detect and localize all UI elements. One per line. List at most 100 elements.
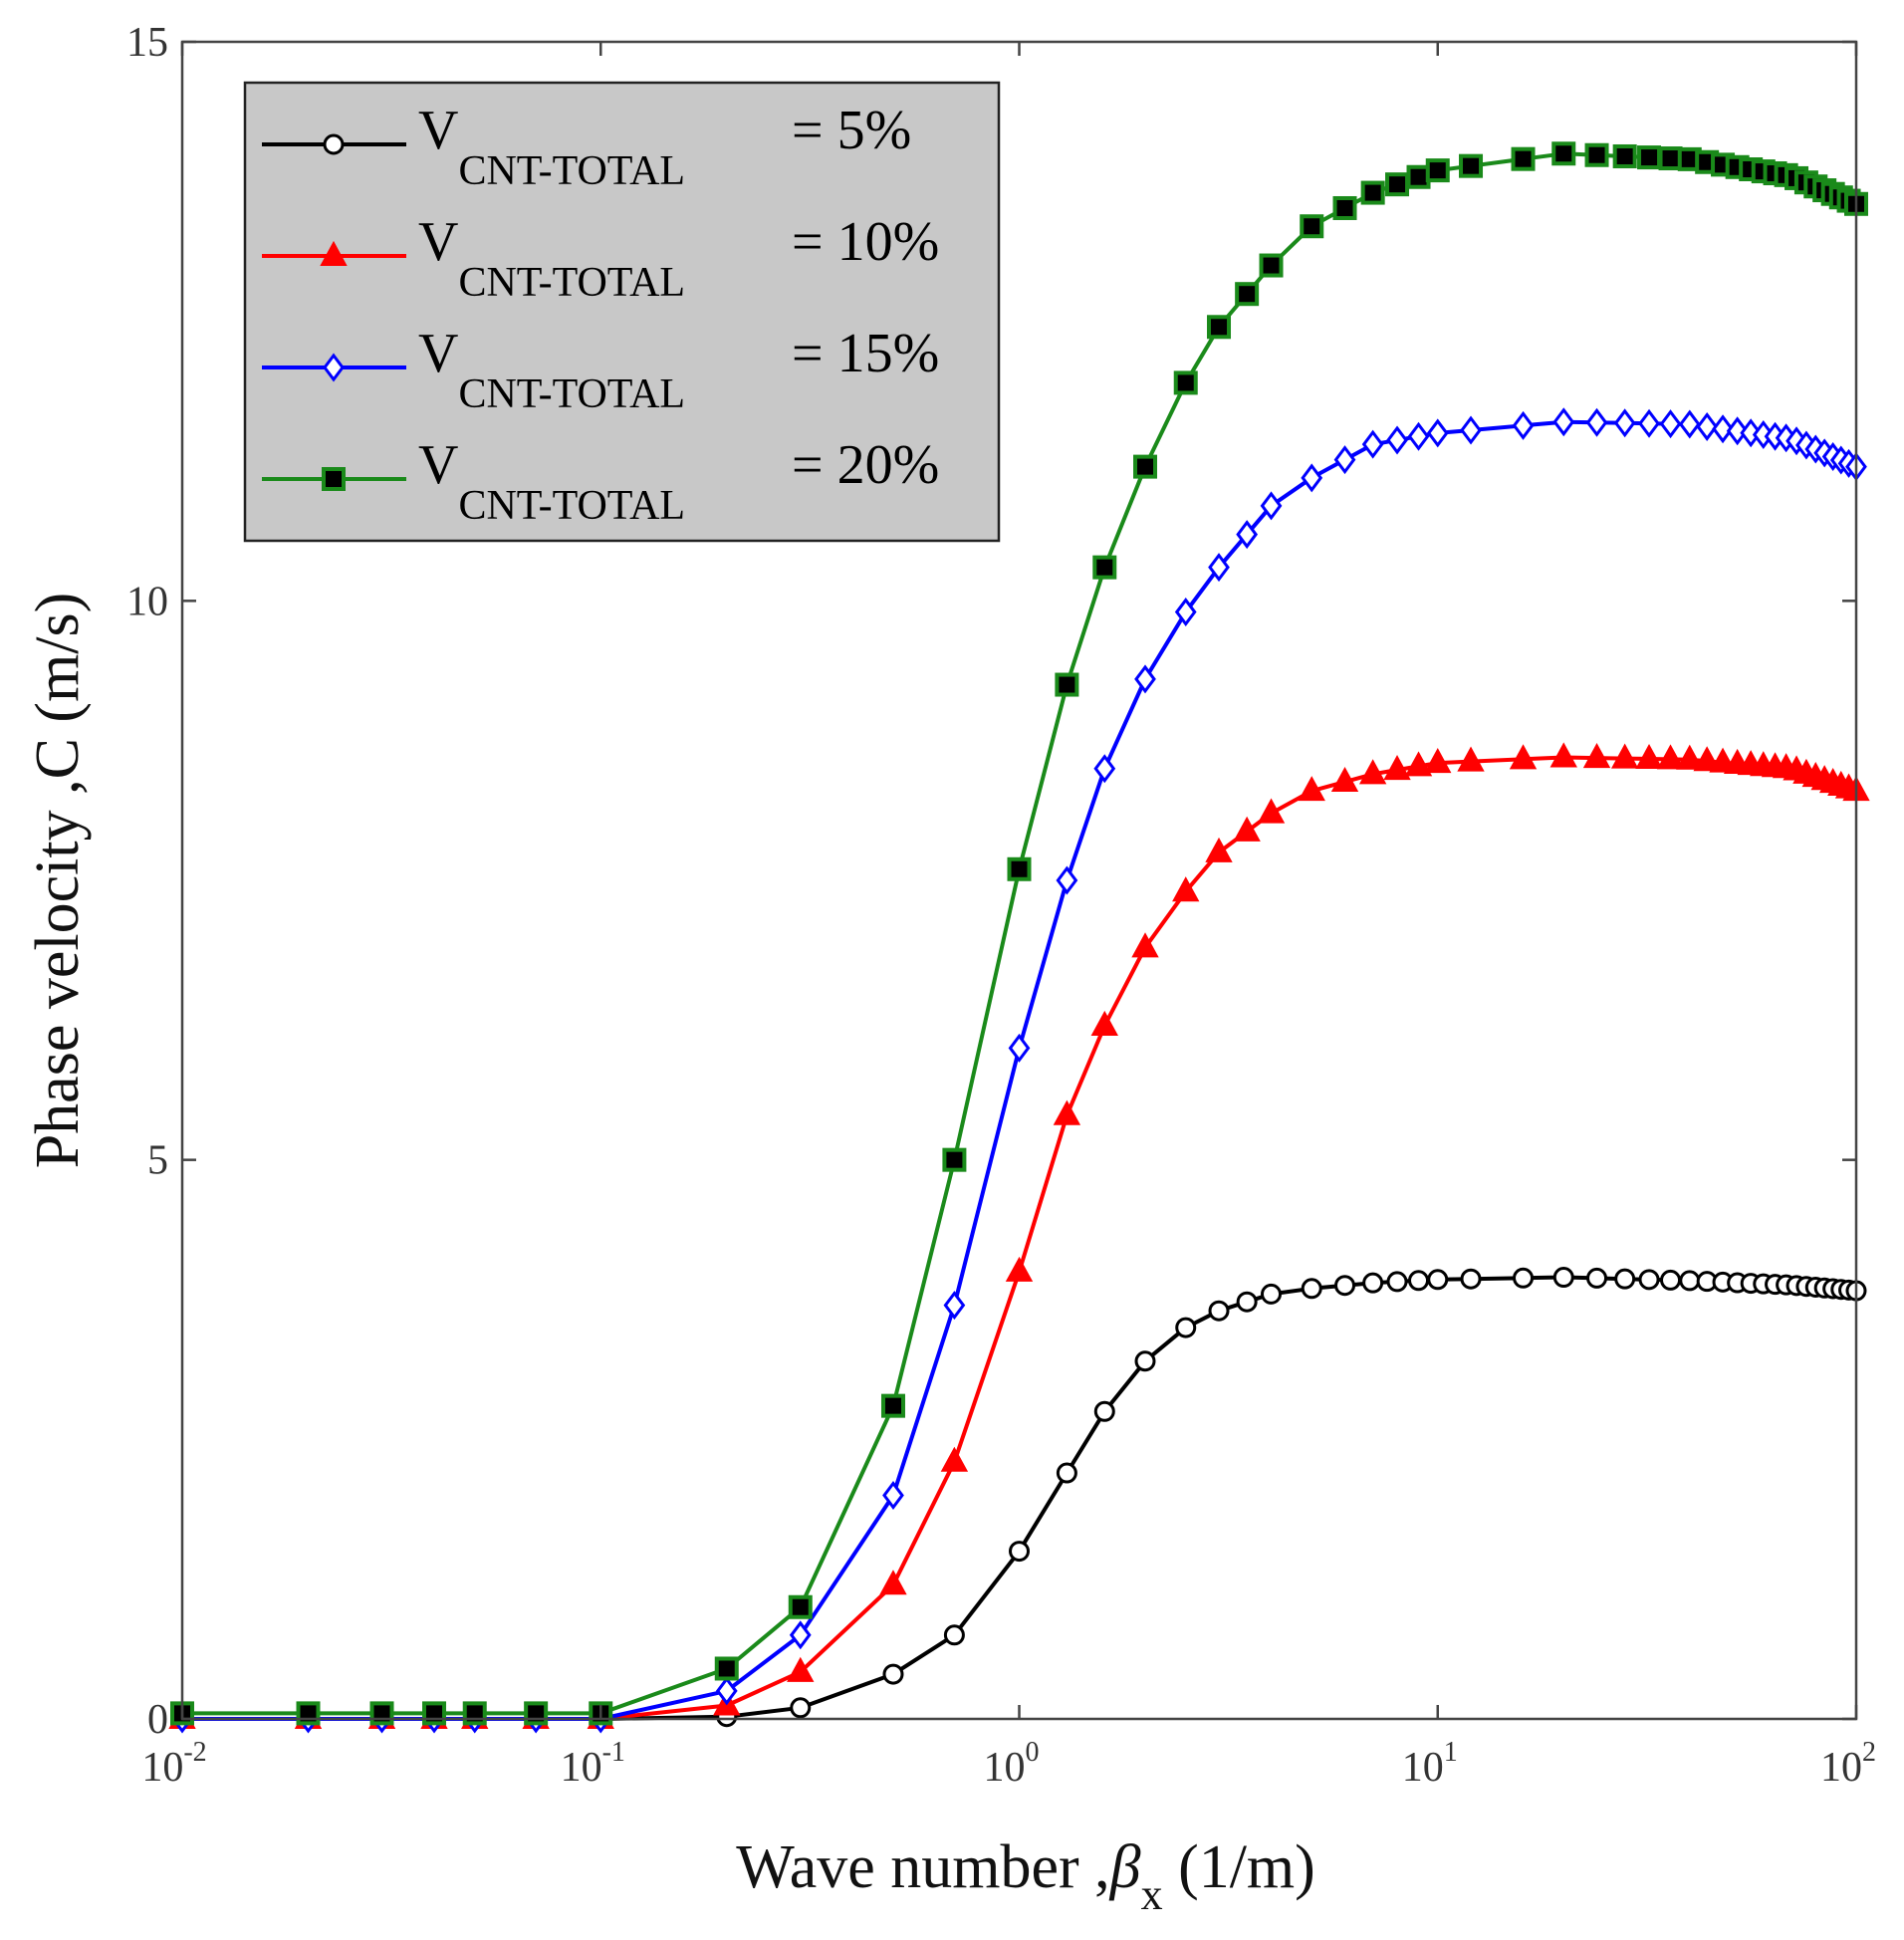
x-tick-label: 102 [1820,1737,1876,1791]
data-point [1457,746,1485,772]
data-point [1610,743,1639,769]
data-point [1614,1268,1636,1290]
legend-marker [320,240,348,266]
data-point [943,1624,965,1646]
data-point [940,1446,969,1472]
data-point [1257,798,1286,824]
data-point [1658,146,1683,171]
x-tick-label: 10-2 [141,1737,206,1791]
data-point [296,1701,321,1726]
legend-label: VCNT-TOTAL = 5% [418,100,911,194]
data-point [714,1656,739,1681]
data-point [1513,1267,1535,1289]
data-point [1133,454,1158,479]
x-axis-label: Wave number ,βx (1/m) [736,1833,1315,1919]
data-point [1582,743,1611,769]
data-point [1404,751,1433,777]
x-tick-label: 100 [984,1737,1040,1791]
data-point [462,1701,487,1726]
series-layer [168,141,1870,1734]
data-point [1586,1267,1608,1289]
x-axis-label-subscript: x [1141,1870,1163,1919]
legend-label: VCNT-TOTAL = 10% [418,211,939,306]
y-axis-label: Phase velocity ,C (m/s) [24,593,92,1169]
data-point [1174,598,1197,627]
x-tick-base: 10 [561,1745,602,1791]
data-point [1172,876,1200,902]
data-point [1712,414,1734,444]
data-point [787,1656,815,1682]
legend-label-sub: CNT-TOTAL [458,483,685,529]
data-point [1205,837,1233,862]
data-point [1406,164,1431,189]
x-tick-base: 10 [1402,1745,1444,1791]
data-point [1055,672,1079,697]
data-point [1207,315,1232,340]
data-point [1208,1300,1230,1322]
y-tick-label: 0 [147,1697,168,1743]
legend-marker [323,133,345,155]
x-tick-exponent: 2 [1862,1737,1876,1768]
x-tick-exponent: 1 [1444,1737,1458,1768]
data-point [1549,742,1577,768]
data-point [1361,429,1384,459]
data-point [1362,1272,1384,1294]
data-point [1333,445,1356,475]
data-point [1007,856,1032,881]
data-point [1260,491,1283,521]
data-point [1134,1350,1156,1372]
x-tick-base: 10 [1820,1745,1862,1791]
legend-item: VCNT-TOTAL = 10% [262,211,939,306]
data-point [1512,410,1535,440]
data-point [1134,664,1156,694]
x-tick-label: 10-1 [561,1737,625,1791]
data-point [1460,415,1482,445]
data-point [369,1701,394,1726]
data-point [1208,553,1230,583]
data-point [1612,143,1637,168]
data-point [1552,407,1575,437]
legend-label: VCNT-TOTAL = 15% [418,323,939,417]
data-point [1301,1278,1322,1300]
data-point [1408,1270,1430,1292]
x-tick-base: 10 [141,1745,183,1791]
data-point [789,1620,812,1650]
data-point [1056,865,1078,895]
legend-label-main: V [418,100,458,161]
legend-label-value: = 15% [792,323,939,384]
data-point [1613,408,1636,438]
data-point [1093,1400,1115,1422]
data-point [880,1393,905,1418]
legend-label-main: V [418,323,458,384]
data-point [1726,416,1749,446]
data-point [788,1594,813,1619]
data-point [1298,776,1325,802]
data-point [524,1701,549,1726]
legend-marker [322,467,346,491]
data-point [1330,766,1359,793]
data-point [1175,1317,1197,1338]
data-point [1678,409,1701,439]
data-point [1008,1033,1031,1063]
data-point [1637,145,1662,170]
data-point [882,1480,904,1510]
data-point [1332,195,1357,220]
data-point [1635,743,1663,770]
legend-label-main: V [418,211,458,273]
x-tick-base: 10 [984,1745,1026,1791]
x-tick-exponent: -2 [183,1737,206,1768]
data-point [1235,282,1260,307]
x-tick-label: 101 [1402,1737,1458,1791]
data-point [1659,409,1682,439]
data-point [882,1663,904,1685]
data-point [1656,744,1685,770]
legend-label-main: V [418,434,458,496]
data-point [1360,180,1385,205]
data-point [1509,744,1538,770]
data-point [1005,1256,1034,1282]
data-point [1426,418,1449,448]
x-axis-label-symbol: β [1109,1833,1141,1901]
data-point [1740,418,1763,448]
data-point [1383,755,1411,781]
